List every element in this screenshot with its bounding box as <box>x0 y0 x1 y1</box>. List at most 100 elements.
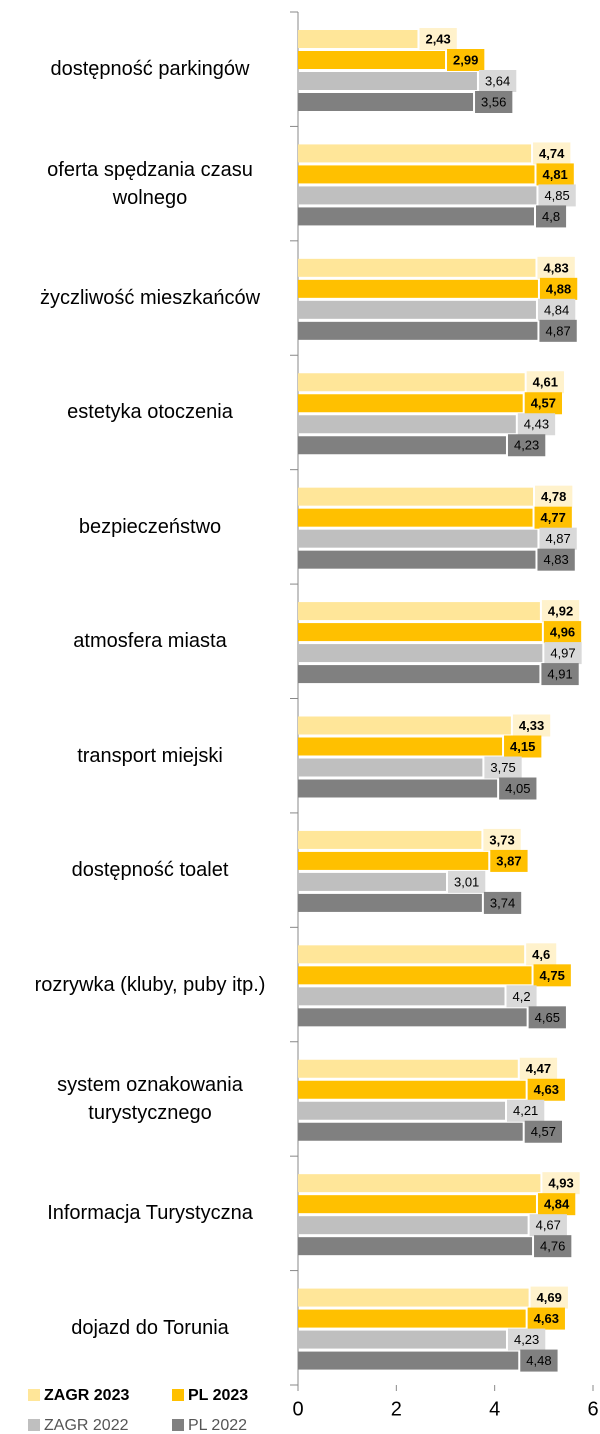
category-label: dojazd do Torunia <box>71 1316 229 1339</box>
data-label-box <box>447 870 486 893</box>
data-label-text: 4,67 <box>536 1218 561 1233</box>
data-label-text: 2,99 <box>453 52 478 67</box>
data-label-box <box>526 943 557 966</box>
bar <box>298 51 446 69</box>
data-label-text: 4,43 <box>524 417 549 432</box>
data-label-box <box>527 1078 565 1101</box>
data-label-box <box>519 1057 558 1080</box>
data-label: 3,75 <box>484 756 522 779</box>
bar <box>298 1174 541 1193</box>
data-label: 4,87 <box>539 527 577 550</box>
data-label-box <box>520 1349 558 1372</box>
data-label-text: 4,83 <box>543 552 568 567</box>
bar <box>298 1195 536 1214</box>
data-label: 4,05 <box>499 777 537 800</box>
data-label: 4,21 <box>506 1099 545 1122</box>
data-label: 4,47 <box>519 1057 558 1080</box>
data-label-text: 4,23 <box>514 1332 539 1347</box>
data-label-text: 3,01 <box>454 874 479 889</box>
data-label-text: 4,63 <box>534 1311 559 1326</box>
data-label: 2,99 <box>447 49 485 71</box>
bar <box>298 779 498 798</box>
data-label-text: 4,74 <box>539 146 565 161</box>
data-label: 4,43 <box>517 413 556 436</box>
data-label-text: 3,56 <box>481 94 506 109</box>
data-label-box <box>543 621 582 644</box>
data-label: 3,87 <box>490 849 528 872</box>
data-label-text: 4,93 <box>548 1176 573 1191</box>
bar <box>298 436 506 455</box>
data-label: 4,6 <box>526 943 557 966</box>
data-label: 4,63 <box>527 1078 565 1101</box>
data-label-box <box>499 777 537 800</box>
data-label-text: 4,57 <box>531 396 556 411</box>
data-label-text: 4,69 <box>537 1290 562 1305</box>
bar <box>298 144 532 163</box>
bar <box>298 258 536 277</box>
data-label: 4,33 <box>512 714 551 737</box>
data-label: 4,69 <box>530 1286 568 1309</box>
data-label: 4,23 <box>507 1328 546 1351</box>
data-label-text: 4,33 <box>519 718 544 733</box>
data-label: 4,23 <box>507 434 546 457</box>
bar <box>298 830 482 849</box>
data-label-text: 3,73 <box>489 832 514 847</box>
data-label-box <box>504 735 542 758</box>
bar <box>298 93 474 111</box>
data-label-text: 4,85 <box>544 188 569 203</box>
data-label: 4,93 <box>542 1172 580 1195</box>
legend-label: PL 2023 <box>188 1387 248 1404</box>
data-label-box <box>530 1286 568 1309</box>
data-label-text: 4,84 <box>544 1197 570 1212</box>
bar <box>298 279 538 298</box>
data-label-box <box>419 28 457 50</box>
bar <box>298 1008 527 1027</box>
bar <box>298 665 540 684</box>
data-label: 3,01 <box>447 870 486 893</box>
data-label: 4,84 <box>537 1193 576 1216</box>
bar <box>298 508 533 527</box>
data-label-box <box>478 70 517 92</box>
data-label-box <box>475 91 513 113</box>
data-label: 4,57 <box>524 1120 563 1143</box>
bar <box>298 1330 506 1349</box>
bar <box>298 1216 528 1235</box>
data-label-text: 3,75 <box>490 760 515 775</box>
data-label-box <box>537 298 576 321</box>
data-label-box <box>539 319 577 342</box>
data-label: 4,8 <box>536 205 567 228</box>
bar <box>298 373 525 392</box>
data-label-box <box>484 756 522 779</box>
data-label: 4,15 <box>504 735 542 758</box>
data-label: 4,61 <box>526 371 564 394</box>
data-label: 4,92 <box>541 600 580 623</box>
data-label-box <box>517 413 556 436</box>
data-label: 4,96 <box>543 621 582 644</box>
legend-swatch <box>172 1389 184 1401</box>
data-label-text: 4,21 <box>513 1103 538 1118</box>
category-label: Informacja Turystyczna <box>47 1202 253 1225</box>
bar <box>298 987 505 1006</box>
data-label: 4,91 <box>541 663 579 686</box>
data-label: 3,74 <box>483 891 522 914</box>
data-label-box <box>534 506 572 529</box>
data-label: 4,88 <box>539 277 578 300</box>
data-label-text: 3,87 <box>496 853 521 868</box>
data-label-box <box>447 49 485 71</box>
data-label: 4,63 <box>527 1307 565 1330</box>
bar <box>298 1288 529 1307</box>
data-label: 4,85 <box>538 184 576 207</box>
data-label: 4,87 <box>539 319 577 342</box>
x-tick-label: 0 <box>292 1398 303 1420</box>
data-label-text: 4,65 <box>535 1010 560 1025</box>
category-label: atmosfera miasta <box>73 630 227 653</box>
data-label-text: 4,05 <box>505 781 530 796</box>
data-label-box <box>527 1307 565 1330</box>
data-label-text: 4,47 <box>526 1061 551 1076</box>
data-label-text: 4,76 <box>540 1239 565 1254</box>
data-label: 4,84 <box>537 298 576 321</box>
data-label-text: 4,48 <box>526 1353 551 1368</box>
data-label: 4,74 <box>533 142 571 165</box>
x-tick-label: 6 <box>587 1398 598 1420</box>
